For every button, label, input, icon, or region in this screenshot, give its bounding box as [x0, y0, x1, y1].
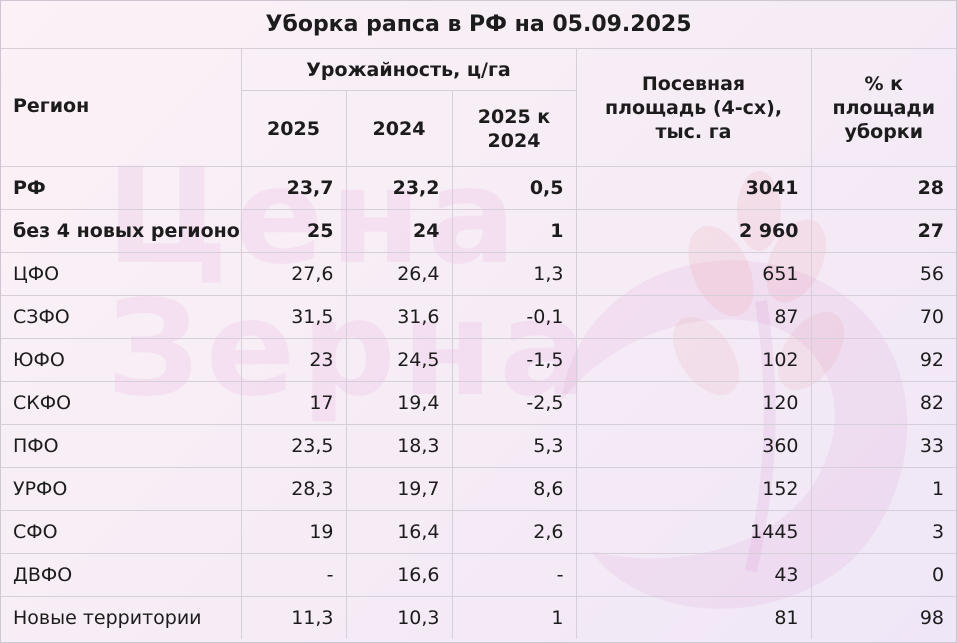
- cell-pct: 28: [810, 166, 956, 210]
- cell-area: 152: [575, 467, 812, 511]
- cell-yield-diff: 5,3: [451, 424, 577, 468]
- table-row: без 4 новых регионов 25 24 1 2 960 27: [1, 209, 956, 253]
- cell-yield-2024: 18,3: [345, 424, 453, 468]
- header-year-2024: 2024: [345, 90, 453, 167]
- cell-yield-2025: 11,3: [240, 596, 347, 639]
- table-body: РФ 23,7 23,2 0,5 3041 28 без 4 новых регионов 2…: [1, 166, 956, 639]
- cell-yield-2024: 10,3: [345, 596, 453, 639]
- cell-region: Новые территории: [1, 596, 242, 639]
- cell-area: 651: [575, 252, 812, 296]
- cell-yield-2024: 26,4: [345, 252, 453, 296]
- cell-pct: 70: [810, 295, 956, 339]
- header-region: Регион: [1, 48, 242, 167]
- cell-area: 102: [575, 338, 812, 382]
- cell-area: 1445: [575, 510, 812, 554]
- cell-yield-2024: 31,6: [345, 295, 453, 339]
- cell-pct: 92: [810, 338, 956, 382]
- table-row: ЮФО 23 24,5 -1,5 102 92: [1, 338, 956, 382]
- cell-region: без 4 новых регионов: [1, 209, 242, 253]
- cell-region: УРФО: [1, 467, 242, 511]
- cell-yield-2025: 31,5: [240, 295, 347, 339]
- cell-pct: 3: [810, 510, 956, 554]
- cell-yield-2024: 24: [345, 209, 453, 253]
- cell-yield-diff: -2,5: [451, 381, 577, 425]
- cell-yield-2024: 19,7: [345, 467, 453, 511]
- cell-region: СФО: [1, 510, 242, 554]
- cell-region: ЦФО: [1, 252, 242, 296]
- cell-region: РФ: [1, 166, 242, 210]
- cell-yield-diff: 2,6: [451, 510, 577, 554]
- table-row: ЦФО 27,6 26,4 1,3 651 56: [1, 252, 956, 296]
- cell-yield-diff: 1: [451, 209, 577, 253]
- cell-yield-diff: -1,5: [451, 338, 577, 382]
- cell-yield-diff: 1,3: [451, 252, 577, 296]
- cell-yield-2024: 19,4: [345, 381, 453, 425]
- cell-yield-2025: 17: [240, 381, 347, 425]
- header-yield: Урожайность, ц/га: [240, 48, 577, 91]
- table-row: ПФО 23,5 18,3 5,3 360 33: [1, 424, 956, 468]
- table-row: РФ 23,7 23,2 0,5 3041 28: [1, 166, 956, 210]
- cell-area: 120: [575, 381, 812, 425]
- cell-yield-diff: 8,6: [451, 467, 577, 511]
- cell-area: 87: [575, 295, 812, 339]
- header-area: Посевная площадь (4-сх), тыс. га: [575, 48, 812, 167]
- cell-region: СКФО: [1, 381, 242, 425]
- cell-pct: 82: [810, 381, 956, 425]
- header-diff: 2025 к 2024: [451, 90, 576, 167]
- cell-region: ДВФО: [1, 553, 242, 597]
- cell-area: 43: [575, 553, 812, 597]
- cell-region: ПФО: [1, 424, 242, 468]
- cell-pct: 1: [810, 467, 956, 511]
- cell-pct: 27: [810, 209, 956, 253]
- header-year-2025: 2025: [241, 90, 347, 167]
- table-row: СКФО 17 19,4 -2,5 120 82: [1, 381, 956, 425]
- cell-yield-2025: 25: [240, 209, 347, 253]
- cell-yield-2025: -: [240, 553, 347, 597]
- cell-yield-diff: 0,5: [451, 166, 577, 210]
- cell-yield-2024: 16,6: [345, 553, 453, 597]
- cell-yield-diff: -0,1: [451, 295, 577, 339]
- cell-yield-2024: 24,5: [345, 338, 453, 382]
- table-row: СЗФО 31,5 31,6 -0,1 87 70: [1, 295, 956, 339]
- cell-yield-2025: 23,5: [240, 424, 347, 468]
- cell-yield-2024: 23,2: [345, 166, 453, 210]
- cell-pct: 33: [810, 424, 956, 468]
- cell-region: ЮФО: [1, 338, 242, 382]
- cell-pct: 0: [810, 553, 956, 597]
- cell-yield-diff: -: [451, 553, 577, 597]
- table-row: Новые территории 11,3 10,3 1 81 98: [1, 596, 956, 639]
- cell-yield-2025: 23,7: [240, 166, 347, 210]
- cell-region: СЗФО: [1, 295, 242, 339]
- table-title: Уборка рапса в РФ на 05.09.2025: [1, 1, 956, 49]
- cell-yield-2025: 28,3: [240, 467, 347, 511]
- cell-yield-2025: 27,6: [240, 252, 347, 296]
- cell-yield-diff: 1: [451, 596, 577, 639]
- table-row: УРФО 28,3 19,7 8,6 152 1: [1, 467, 956, 511]
- cell-area: 81: [575, 596, 812, 639]
- cell-area: 360: [575, 424, 812, 468]
- table-row: СФО 19 16,4 2,6 1445 3: [1, 510, 956, 554]
- cell-yield-2025: 19: [240, 510, 347, 554]
- cell-pct: 56: [810, 252, 956, 296]
- cell-area: 2 960: [575, 209, 812, 253]
- header-pct: % к площади уборки: [810, 48, 956, 167]
- cell-yield-2025: 23: [240, 338, 347, 382]
- cell-yield-2024: 16,4: [345, 510, 453, 554]
- table-row: ДВФО -16,6-43 0: [1, 553, 956, 597]
- cell-area: 3041: [575, 166, 812, 210]
- cell-pct: 98: [810, 596, 956, 639]
